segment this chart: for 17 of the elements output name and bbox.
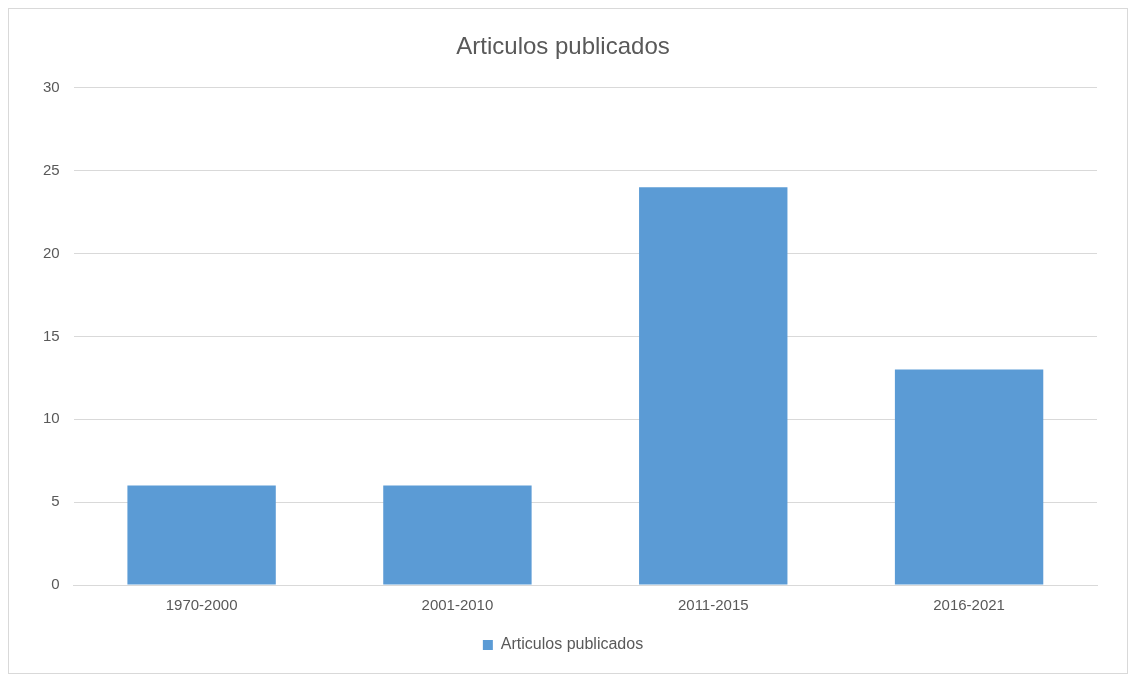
x-tick-label: 2016-2021 (933, 596, 1005, 614)
y-tick-label: 15 (43, 326, 60, 344)
y-tick-label: 10 (43, 409, 60, 427)
bar (639, 187, 788, 585)
y-tick-label: 25 (43, 160, 60, 178)
y-tick-label: 30 (43, 77, 60, 95)
y-tick-label: 20 (43, 243, 60, 261)
chart-title: Articulos publicados (456, 32, 670, 60)
y-tick-label: 5 (51, 492, 60, 510)
x-tick-label: 1970-2000 (165, 596, 238, 614)
x-tick-label: 2011-2015 (677, 596, 749, 614)
x-tick-label: 2001-2010 (421, 596, 494, 614)
bar (383, 485, 532, 585)
bar (127, 485, 276, 585)
legend-label: Articulos publicados (500, 635, 644, 653)
y-tick-label: 0 (51, 575, 60, 593)
bar (894, 369, 1044, 585)
